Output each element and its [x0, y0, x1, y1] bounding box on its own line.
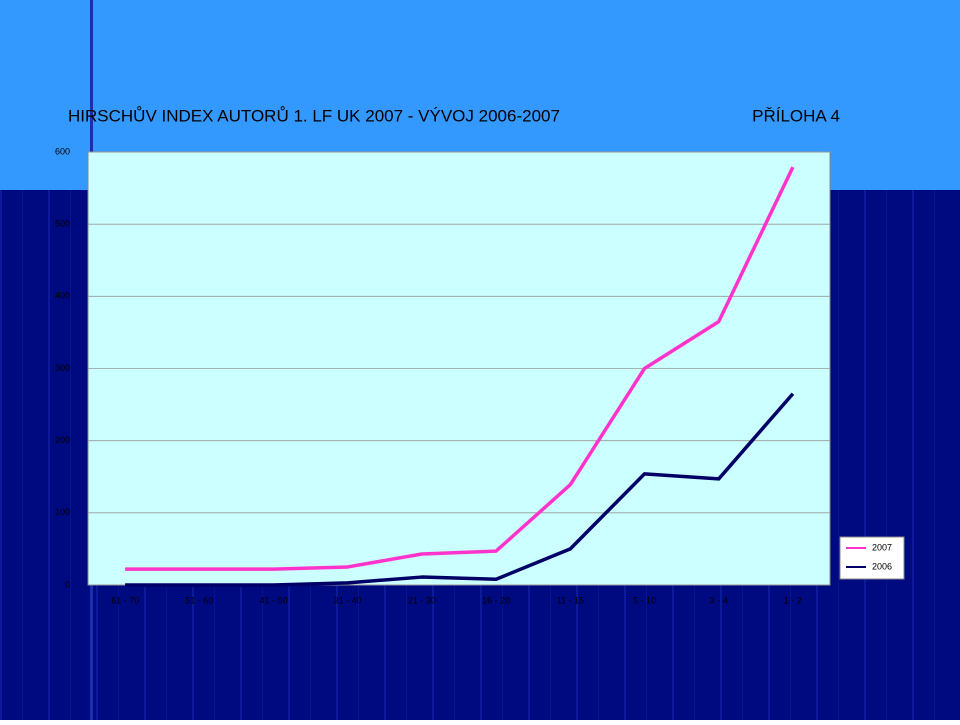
legend-box [839, 536, 905, 580]
x-tick-label: 16 - 20 [482, 595, 510, 605]
x-tick-label: 3 - 4 [710, 595, 728, 605]
x-tick-label: 51 - 60 [185, 595, 213, 605]
x-tick-label: 5 - 10 [633, 595, 656, 605]
series-line [125, 392, 795, 587]
x-tick-label: 31 - 40 [334, 595, 362, 605]
y-tick-label: 300 [55, 363, 70, 373]
legend-label: 2006 [872, 561, 892, 571]
x-tick-label: 21 - 30 [408, 595, 436, 605]
y-tick-label: 400 [55, 291, 70, 301]
x-tick-label: 1 - 2 [784, 595, 802, 605]
y-tick-label: 0 [65, 579, 70, 589]
x-tick-label: 11 - 15 [557, 595, 584, 605]
y-tick-label: 100 [55, 507, 70, 517]
x-tick-label: 61 - 70 [111, 595, 139, 605]
x-tick-label: 41 - 50 [259, 595, 287, 605]
y-tick-label: 200 [55, 435, 70, 445]
y-tick-label: 600 [55, 146, 70, 156]
slide-title: HIRSCHŮV INDEX AUTORŮ 1. LF UK 2007 - VÝ… [68, 106, 560, 125]
legend-label: 2007 [872, 542, 892, 552]
appendix-label: PŘÍLOHA 4 [752, 106, 840, 125]
series-line [125, 166, 795, 571]
y-tick-label: 500 [55, 219, 70, 229]
